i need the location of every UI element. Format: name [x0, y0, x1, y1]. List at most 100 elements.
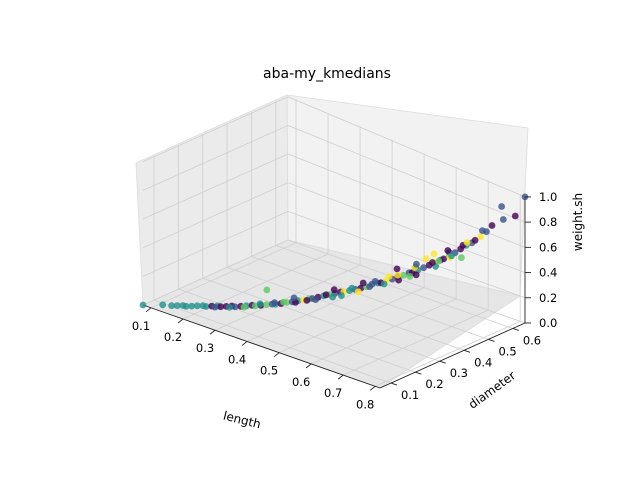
- data-point: [193, 302, 201, 310]
- data-point: [303, 297, 311, 304]
- data-point: [393, 265, 401, 273]
- data-point: [271, 299, 278, 307]
- x-tick-label: 0.6: [292, 375, 310, 389]
- data-point: [211, 303, 219, 311]
- grid-line-z: [142, 125, 289, 191]
- x-tick-label: 0.8: [356, 397, 374, 411]
- z-tick-label: 1.0: [539, 190, 557, 204]
- data-point: [422, 255, 430, 263]
- y-tick-label: 0.6: [523, 333, 541, 347]
- y-tick-label: 0.2: [425, 377, 443, 391]
- data-point: [471, 236, 479, 244]
- data-point: [511, 212, 519, 220]
- grid-line-x: [278, 287, 425, 354]
- data-point: [263, 301, 270, 308]
- z-tick-label: 0.0: [539, 316, 557, 330]
- data-point: [322, 291, 330, 299]
- grid-line-z: [287, 96, 526, 198]
- y-tick-mark: [488, 338, 495, 342]
- grid-line-y: [275, 245, 513, 329]
- x-axis-label: length: [222, 409, 263, 432]
- data-point: [498, 203, 505, 210]
- x-tick-label: 0.3: [196, 341, 214, 355]
- data-point: [435, 257, 443, 265]
- y-tick-mark: [390, 382, 398, 386]
- x-tick-label: 0.5: [260, 364, 278, 378]
- data-point: [226, 304, 233, 311]
- data-points: [139, 193, 529, 311]
- grid-line-z: [287, 210, 526, 299]
- data-point: [280, 298, 287, 306]
- y-tick-label: 0.1: [401, 388, 419, 402]
- grid-line-z: [287, 239, 526, 324]
- tick-labels: 0.1 0.2 0.3 0.4 0.5 0.6 0.7 0.8 0.1 0.2 0.3 0.4 0.5 0…: [132, 190, 557, 411]
- data-point: [463, 239, 471, 246]
- grid-lines: [142, 96, 526, 387]
- y-axis-line: [379, 322, 526, 389]
- data-point: [312, 296, 319, 303]
- x-tick-label: 0.7: [324, 386, 342, 400]
- data-point: [430, 250, 438, 258]
- data-point: [488, 222, 496, 229]
- y-tick-label: 0.3: [450, 366, 468, 380]
- y-tick-label: 0.5: [498, 344, 516, 358]
- x-axis-line: [142, 304, 381, 389]
- data-point: [412, 271, 420, 279]
- data-point: [444, 247, 452, 254]
- data-point: [380, 280, 388, 288]
- grid-line-x: [150, 242, 297, 309]
- grid-line-z: [287, 125, 526, 223]
- z-tick-label: 0.8: [539, 215, 557, 229]
- x-tick-mark: [337, 374, 344, 380]
- grid-line-x: [343, 309, 489, 376]
- grid-line-y: [226, 266, 465, 351]
- z-tick-label: 0.2: [539, 291, 557, 305]
- data-point: [263, 286, 271, 294]
- data-point: [173, 302, 181, 309]
- grid-line-y: [202, 277, 440, 362]
- data-point: [338, 292, 345, 299]
- x-tick-mark: [369, 385, 376, 391]
- data-point: [290, 294, 298, 302]
- z-tick-label: 0.4: [539, 266, 557, 280]
- x-tick-mark: [177, 318, 184, 324]
- grid-line-z: [287, 182, 526, 273]
- data-point: [400, 271, 407, 279]
- data-point: [330, 286, 338, 294]
- data-point: [159, 301, 167, 309]
- grid-line-x: [310, 298, 457, 365]
- y-tick-label: 0.4: [474, 355, 492, 369]
- x-tick-mark: [209, 329, 216, 335]
- data-point: [329, 293, 336, 301]
- data-point: [240, 303, 248, 311]
- grid-line-x: [375, 320, 521, 387]
- data-point: [394, 271, 402, 279]
- data-point: [429, 259, 436, 266]
- chart-title: aba-my_kmedians: [263, 66, 391, 82]
- data-point: [413, 260, 420, 268]
- data-point: [231, 303, 239, 311]
- data-point: [385, 273, 393, 280]
- x-tick-label: 0.2: [164, 330, 182, 344]
- grid-line-y: [251, 256, 489, 340]
- x-tick-label: 0.1: [132, 319, 150, 333]
- x-tick-mark: [241, 341, 248, 346]
- axis-lines: [142, 196, 526, 389]
- x-tick-mark: [145, 307, 152, 313]
- grid-line-z: [142, 153, 289, 220]
- grid-line-z: [142, 182, 289, 249]
- data-point: [479, 227, 486, 235]
- y-tick-mark: [439, 360, 446, 364]
- data-point: [348, 284, 356, 292]
- data-point: [139, 301, 147, 309]
- data-point: [168, 302, 176, 310]
- x-tick-mark: [305, 363, 312, 369]
- grid-line-x: [214, 264, 361, 331]
- data-point: [366, 283, 373, 290]
- data-point: [256, 300, 264, 308]
- data-point: [182, 302, 190, 310]
- x-tick-label: 0.4: [228, 352, 246, 366]
- grid-line-z: [142, 210, 289, 277]
- grid-line-z: [142, 96, 289, 163]
